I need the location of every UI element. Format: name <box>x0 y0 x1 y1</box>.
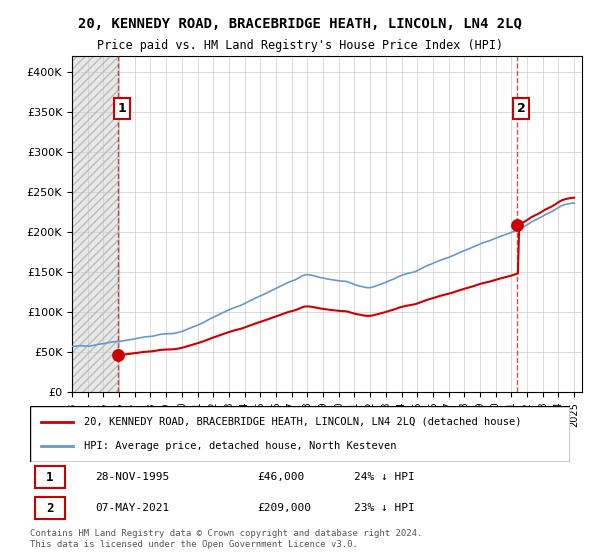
20, KENNEDY ROAD, BRACEBRIDGE HEATH, LINCOLN, LN4 2LQ (detached house) <box>325 306 332 313</box>
FancyBboxPatch shape <box>30 406 570 462</box>
20, KENNEDY ROAD, BRACEBRIDGE HEATH, LINCOLN, LN4 2LQ (detached house) <box>358 311 365 318</box>
Text: 24% ↓ HPI: 24% ↓ HPI <box>354 473 415 482</box>
20, KENNEDY ROAD, BRACEBRIDGE HEATH, LINCOLN, LN4 2LQ (detached house) <box>571 194 578 201</box>
Text: 2: 2 <box>46 502 54 515</box>
20, KENNEDY ROAD, BRACEBRIDGE HEATH, LINCOLN, LN4 2LQ (detached house) <box>114 352 121 358</box>
Point <box>512 220 521 229</box>
Line: 20, KENNEDY ROAD, BRACEBRIDGE HEATH, LINCOLN, LN4 2LQ (detached house): 20, KENNEDY ROAD, BRACEBRIDGE HEATH, LIN… <box>118 198 574 355</box>
Text: 07-MAY-2021: 07-MAY-2021 <box>95 503 169 513</box>
Text: Price paid vs. HM Land Registry's House Price Index (HPI): Price paid vs. HM Land Registry's House … <box>97 39 503 52</box>
Line: HPI: Average price, detached house, North Kesteven: HPI: Average price, detached house, Nort… <box>72 203 574 347</box>
20, KENNEDY ROAD, BRACEBRIDGE HEATH, LINCOLN, LN4 2LQ (detached house) <box>383 308 391 315</box>
Text: 1: 1 <box>46 471 54 484</box>
HPI: Average price, detached house, North Kesteven: (2.01e+03, 1.31e+05): Average price, detached house, North Kes… <box>275 284 282 291</box>
Bar <box>72 56 118 392</box>
Point <box>113 351 122 360</box>
20, KENNEDY ROAD, BRACEBRIDGE HEATH, LINCOLN, LN4 2LQ (detached house) <box>236 326 243 333</box>
Text: 28-NOV-1995: 28-NOV-1995 <box>95 473 169 482</box>
HPI: Average price, detached house, North Kesteven: (1.99e+03, 5.7e+04): Average price, detached house, North Kes… <box>68 343 76 350</box>
HPI: Average price, detached house, North Kesteven: (2.01e+03, 1.39e+05): Average price, detached house, North Kes… <box>334 277 341 284</box>
FancyBboxPatch shape <box>35 497 65 519</box>
Text: 20, KENNEDY ROAD, BRACEBRIDGE HEATH, LINCOLN, LN4 2LQ: 20, KENNEDY ROAD, BRACEBRIDGE HEATH, LIN… <box>78 17 522 31</box>
Text: £46,000: £46,000 <box>257 473 304 482</box>
Text: 23% ↓ HPI: 23% ↓ HPI <box>354 503 415 513</box>
FancyBboxPatch shape <box>35 466 65 488</box>
Text: 2: 2 <box>517 102 526 115</box>
HPI: Average price, detached house, North Kesteven: (2.02e+03, 1.54e+05): Average price, detached house, North Kes… <box>418 265 425 272</box>
20, KENNEDY ROAD, BRACEBRIDGE HEATH, LINCOLN, LN4 2LQ (detached house) <box>551 202 558 208</box>
Bar <box>72 56 118 392</box>
Text: 20, KENNEDY ROAD, BRACEBRIDGE HEATH, LINCOLN, LN4 2LQ (detached house): 20, KENNEDY ROAD, BRACEBRIDGE HEATH, LIN… <box>84 417 521 427</box>
Text: Contains HM Land Registry data © Crown copyright and database right 2024.
This d: Contains HM Land Registry data © Crown c… <box>30 529 422 549</box>
HPI: Average price, detached house, North Kesteven: (2.01e+03, 1.47e+05): Average price, detached house, North Kes… <box>402 270 409 277</box>
HPI: Average price, detached house, North Kesteven: (2.02e+03, 2.36e+05): Average price, detached house, North Kes… <box>571 200 578 207</box>
Text: HPI: Average price, detached house, North Kesteven: HPI: Average price, detached house, Nort… <box>84 441 397 451</box>
HPI: Average price, detached house, North Kesteven: (2e+03, 6.3e+04): Average price, detached house, North Kes… <box>113 338 120 345</box>
20, KENNEDY ROAD, BRACEBRIDGE HEATH, LINCOLN, LN4 2LQ (detached house) <box>564 195 571 202</box>
Text: 1: 1 <box>118 102 126 115</box>
HPI: Average price, detached house, North Kesteven: (1.99e+03, 5.77e+04): Average price, detached house, North Kes… <box>80 343 88 349</box>
Text: £209,000: £209,000 <box>257 503 311 513</box>
